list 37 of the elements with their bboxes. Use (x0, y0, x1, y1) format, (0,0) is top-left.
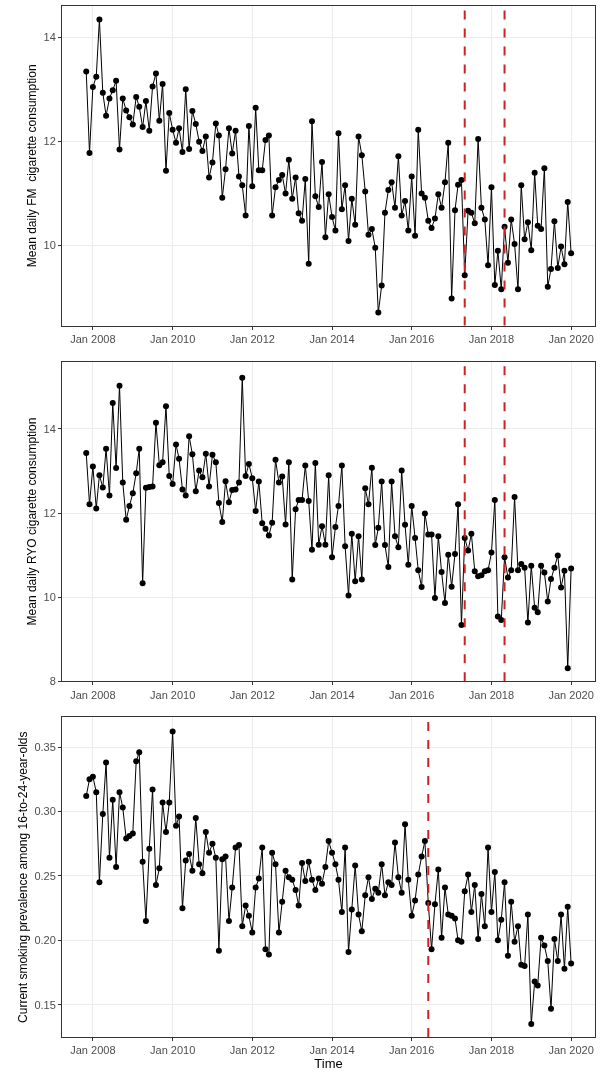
y-tick-label: 0.30 (34, 805, 56, 818)
y-axis-title: Current smoking prevalence among 16-to-24-year-olds (15, 731, 30, 1023)
x-tick-label: Jan 2016 (389, 688, 435, 701)
y-tick-label: 14 (43, 422, 56, 435)
x-tick-label: Jan 2008 (70, 688, 116, 701)
x-tick-label: Jan 2014 (309, 1044, 355, 1057)
y-tick-label: 12 (43, 134, 56, 147)
x-tick-label: Jan 2012 (229, 1044, 275, 1057)
y-tick-label: 0.25 (34, 869, 56, 882)
x-tick-label: Jan 2008 (70, 1044, 116, 1057)
x-tick-label: Jan 2008 (70, 332, 116, 345)
y-tick-label: 12 (43, 506, 56, 519)
y-tick-label: 8 (49, 675, 56, 688)
x-tick-label: Jan 2018 (468, 688, 515, 701)
y-tick-label: 0.20 (34, 934, 56, 947)
x-tick-label: Jan 2014 (309, 332, 355, 345)
y-tick-label: 10 (43, 591, 56, 604)
x-tick-label: Jan 2020 (548, 688, 594, 701)
y-tick-label: 0.15 (34, 998, 56, 1011)
x-tick-label: Jan 2018 (468, 332, 515, 345)
x-tick-label: Jan 2018 (468, 1044, 515, 1057)
x-tick-label: Jan 2012 (229, 332, 275, 345)
y-tick-label: 14 (43, 31, 56, 44)
y-axis-title: Mean daily RYO cigarette consumption (24, 417, 39, 626)
x-tick-label: Jan 2020 (548, 1044, 594, 1057)
y-tick-label: 10 (43, 238, 56, 251)
y-tick-label: 0.35 (34, 740, 56, 753)
x-tick-label: Jan 2014 (309, 688, 355, 701)
x-tick-label: Jan 2010 (150, 1044, 196, 1057)
x-tick-label: Jan 2016 (389, 1044, 435, 1057)
x-tick-label: Jan 2012 (229, 688, 275, 701)
x-tick-label: Jan 2016 (389, 332, 435, 345)
x-tick-label: Jan 2010 (150, 332, 196, 345)
x-axis-title: Time (314, 1056, 343, 1072)
x-tick-label: Jan 2010 (150, 688, 196, 701)
x-tick-label: Jan 2020 (548, 332, 594, 345)
y-axis-title: Mean daily FM cigarette consumption (24, 64, 39, 268)
